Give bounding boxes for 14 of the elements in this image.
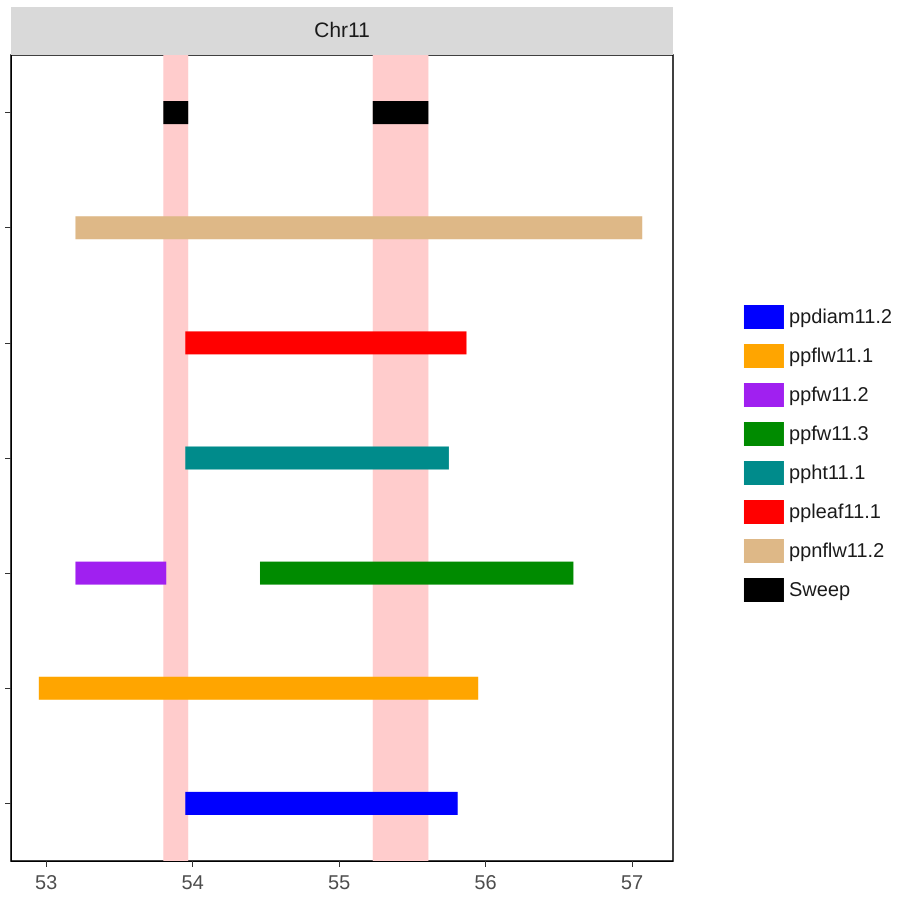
legend-label: ppfw11.2 bbox=[788, 384, 869, 406]
legend-label: ppdiam11.2 bbox=[788, 306, 892, 328]
x-tick-label: 54 bbox=[181, 872, 204, 894]
legend-label: ppnflw11.2 bbox=[788, 540, 884, 562]
legend-label: ppleaf11.1 bbox=[788, 501, 881, 523]
x-tick-label: 55 bbox=[328, 872, 350, 894]
legend-label: ppflw11.1 bbox=[788, 345, 874, 367]
chart-title: Chr11 bbox=[11, 7, 673, 55]
x-tick-label: 57 bbox=[620, 872, 644, 894]
legend-label: ppfw11.3 bbox=[788, 423, 869, 445]
x-tick-label: 53 bbox=[35, 872, 58, 894]
x-tick-label: 56 bbox=[474, 872, 497, 894]
legend-label: Sweep bbox=[788, 579, 850, 601]
legend-label: ppht11.1 bbox=[788, 462, 866, 484]
